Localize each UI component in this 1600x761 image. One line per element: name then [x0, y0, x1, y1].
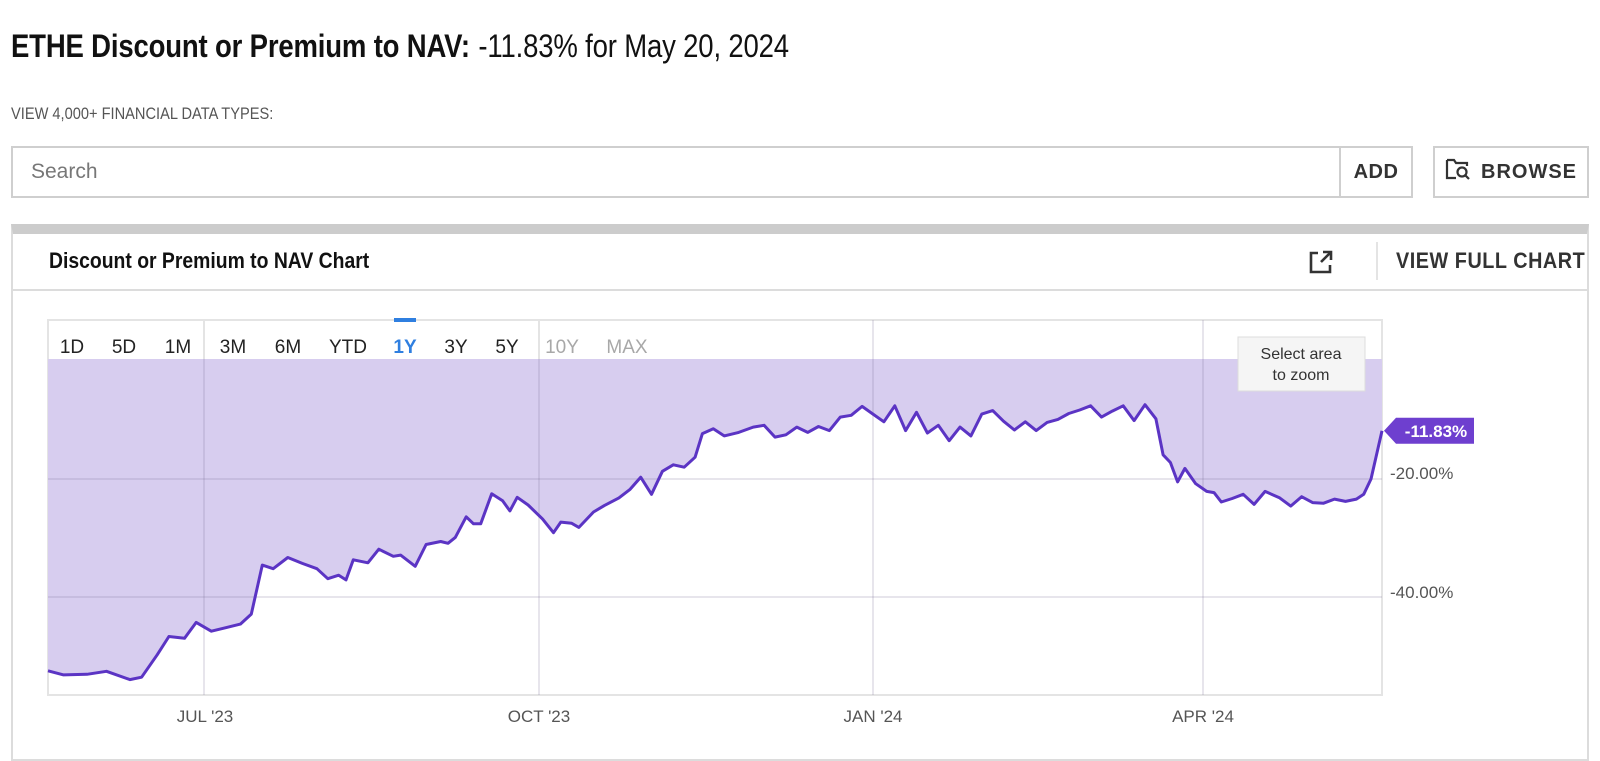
page-title: ETHE Discount or Premium to NAV: -11.83% …	[11, 26, 789, 66]
range-button-3y[interactable]: 3Y	[444, 337, 468, 358]
range-button-label: 1M	[165, 337, 191, 358]
range-button-3m[interactable]: 3M	[220, 337, 246, 358]
range-button-label: 5D	[112, 337, 136, 358]
data-types-label: VIEW 4,000+ FINANCIAL DATA TYPES:	[11, 104, 274, 123]
search-row: ADD BROWSE	[11, 146, 1589, 198]
external-link-icon[interactable]	[1306, 247, 1336, 277]
header-divider	[1376, 242, 1378, 280]
last-value-callout: -11.83%	[1384, 417, 1474, 444]
range-button-label: 3Y	[444, 337, 468, 358]
zoom-hint-line2: to zoom	[1273, 367, 1330, 384]
x-axis-label: JAN '24	[844, 707, 903, 726]
range-button-1d[interactable]: 1D	[60, 337, 84, 358]
y-axis-label: -20.00%	[1390, 464, 1453, 483]
folder-search-icon	[1445, 157, 1471, 187]
range-button-label: 5Y	[495, 337, 519, 358]
view-full-chart-link[interactable]: VIEW FULL CHART	[1396, 248, 1586, 273]
x-axis-label: APR '24	[1172, 707, 1234, 726]
range-button-5y[interactable]: 5Y	[495, 337, 519, 358]
active-range-indicator	[394, 318, 416, 322]
range-button-ytd[interactable]: YTD	[329, 337, 367, 358]
search-input[interactable]	[15, 150, 1345, 194]
y-axis-label: -40.00%	[1390, 583, 1453, 602]
range-button-label: 3M	[220, 337, 246, 358]
page-title-value: -11.83% for May 20, 2024	[478, 28, 789, 64]
range-button-label: 1D	[60, 337, 84, 358]
range-button-6m[interactable]: 6M	[275, 337, 301, 358]
range-button-label: MAX	[606, 337, 648, 358]
last-value-label: -11.83%	[1405, 422, 1467, 441]
area-fill	[48, 359, 1382, 680]
range-button-label: 6M	[275, 337, 301, 358]
range-button-1y[interactable]: 1Y	[393, 318, 417, 358]
data-line	[47, 403, 1384, 682]
card-header: Discount or Premium to NAV Chart VIEW FU…	[13, 234, 1587, 291]
browse-button[interactable]: BROWSE	[1433, 146, 1589, 198]
range-button-max: MAX	[606, 337, 648, 358]
range-button-label: 10Y	[545, 337, 579, 358]
x-axis-label: OCT '23	[508, 707, 570, 726]
browse-label: BROWSE	[1481, 160, 1577, 183]
page-title-label: ETHE Discount or Premium to NAV:	[11, 28, 470, 64]
range-button-1m[interactable]: 1M	[165, 337, 191, 358]
chart-card: Discount or Premium to NAV Chart VIEW FU…	[11, 224, 1589, 761]
range-button-label: YTD	[329, 337, 367, 358]
card-title: Discount or Premium to NAV Chart	[49, 248, 370, 273]
range-button-10y: 10Y	[545, 337, 579, 358]
zoom-hint-line1: Select area	[1261, 346, 1342, 363]
range-button-label: 1Y	[393, 337, 417, 358]
chart-plot[interactable]: 1D 5D 1M 3M 6M YTD 1Y 3Y 5Y 10Y MAX JUL '23 OCT '23 J…	[13, 234, 1587, 759]
x-axis-label: JUL '23	[177, 707, 233, 726]
search-box	[11, 146, 1393, 198]
add-button[interactable]: ADD	[1339, 146, 1413, 198]
zoom-hint: Select area to zoom	[1237, 336, 1366, 392]
range-button-5d[interactable]: 5D	[112, 337, 136, 358]
